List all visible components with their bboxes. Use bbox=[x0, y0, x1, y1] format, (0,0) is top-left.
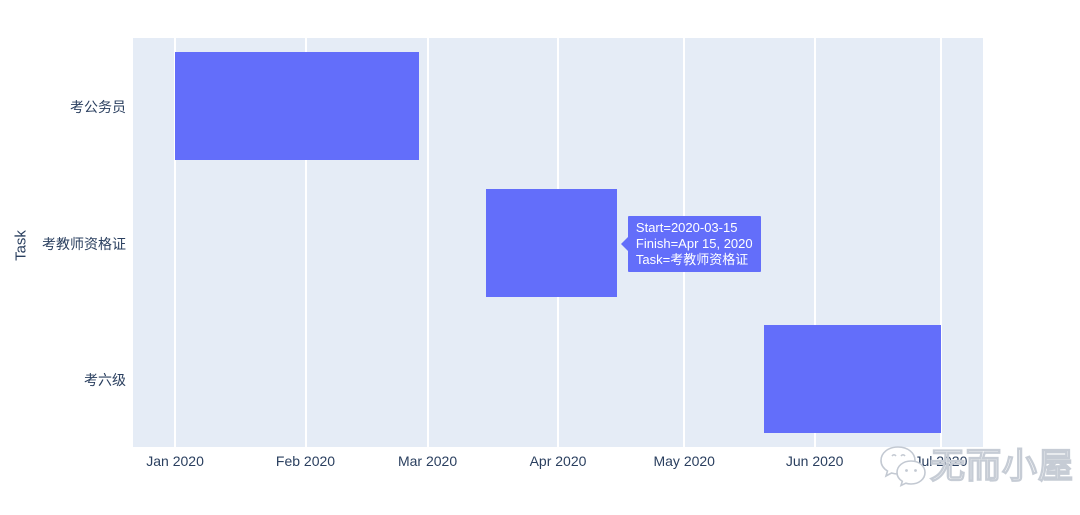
watermark: 无而小屋 bbox=[878, 443, 1074, 491]
watermark-text: 无而小屋 bbox=[929, 446, 1075, 486]
gridline bbox=[174, 38, 177, 447]
x-tick-label: May 2020 bbox=[653, 453, 715, 469]
plot-area bbox=[133, 38, 983, 447]
gantt-bar-1[interactable] bbox=[175, 52, 420, 161]
x-tick-label: Feb 2020 bbox=[275, 453, 336, 469]
y-tick-label: 考公务员 bbox=[70, 99, 126, 116]
gridline bbox=[813, 38, 816, 447]
y-tick-label: 考六级 bbox=[84, 371, 126, 388]
x-tick-label: Jan 2020 bbox=[146, 453, 204, 469]
x-tick-label: Mar 2020 bbox=[397, 453, 458, 469]
tooltip-finish-line: Finish=Apr 15, 2020 bbox=[635, 235, 753, 251]
x-tick-label: Jun 2020 bbox=[785, 453, 844, 469]
gridline bbox=[939, 38, 942, 447]
wechat-icon bbox=[880, 446, 926, 488]
gantt-bar-3[interactable] bbox=[764, 324, 941, 433]
gridline bbox=[304, 38, 307, 447]
hover-tooltip: Start=2020-03-15 Finish=Apr 15, 2020 Tas… bbox=[620, 215, 761, 272]
tooltip-arrow-icon bbox=[620, 236, 628, 251]
x-tick-label: Apr 2020 bbox=[529, 453, 587, 469]
tooltip-start-line: Start=2020-03-15 bbox=[635, 219, 738, 235]
x-tick-label: Jul 2020 bbox=[914, 453, 968, 469]
gantt-bar-2[interactable] bbox=[486, 188, 617, 297]
tooltip-task-line: Task=考教师资格证 bbox=[635, 251, 749, 267]
y-tick-label: 考教师资格证 bbox=[42, 235, 126, 252]
gridline bbox=[426, 38, 429, 447]
